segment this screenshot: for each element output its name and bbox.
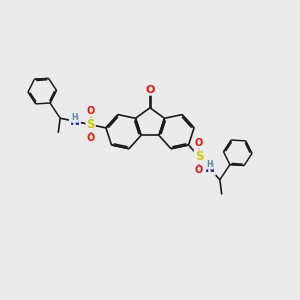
Text: S: S xyxy=(86,118,95,131)
Text: O: O xyxy=(195,138,203,148)
Text: N: N xyxy=(205,162,215,175)
Text: O: O xyxy=(195,165,203,175)
Text: H: H xyxy=(207,160,213,169)
Text: O: O xyxy=(87,133,95,143)
Text: S: S xyxy=(195,150,203,163)
Text: N: N xyxy=(70,115,80,128)
Text: H: H xyxy=(72,113,78,122)
Text: O: O xyxy=(87,106,95,116)
Text: O: O xyxy=(145,85,155,95)
